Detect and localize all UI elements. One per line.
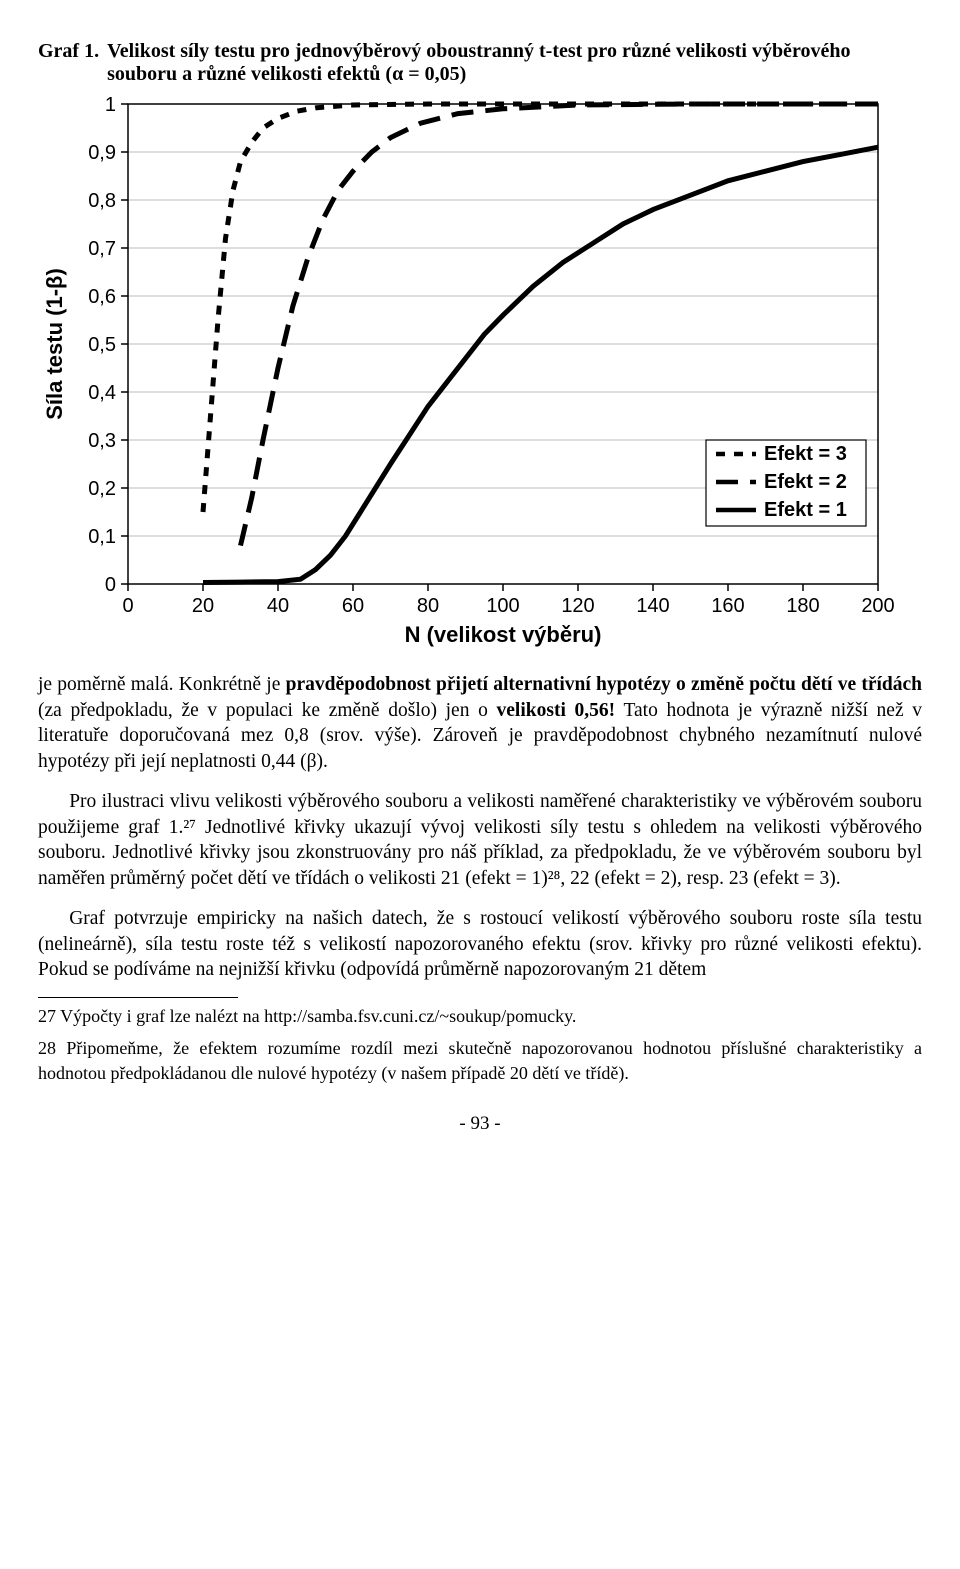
svg-text:80: 80 xyxy=(417,595,439,617)
paragraph-3: Graf potvrzuje empiricky na našich datec… xyxy=(38,906,922,983)
svg-text:0,6: 0,6 xyxy=(88,286,116,308)
footnote-separator xyxy=(38,997,238,998)
svg-text:Efekt = 3: Efekt = 3 xyxy=(764,443,847,465)
p1-b1: pravděpodobnost přijetí alternativní hyp… xyxy=(286,674,922,695)
svg-text:200: 200 xyxy=(861,595,894,617)
svg-text:40: 40 xyxy=(267,595,289,617)
svg-text:0,1: 0,1 xyxy=(88,526,116,548)
svg-text:160: 160 xyxy=(711,595,744,617)
svg-text:1: 1 xyxy=(105,94,116,116)
paragraph-2: Pro ilustraci vlivu velikosti výběrového… xyxy=(38,789,922,892)
footnote-27: 27 Výpočty i graf lze nalézt na http://s… xyxy=(38,1004,922,1028)
svg-text:0,7: 0,7 xyxy=(88,238,116,260)
svg-text:Efekt = 1: Efekt = 1 xyxy=(764,499,847,521)
svg-text:100: 100 xyxy=(486,595,519,617)
page-number: - 93 - xyxy=(38,1113,922,1135)
svg-text:0,9: 0,9 xyxy=(88,142,116,164)
p1-b2: velikosti 0,56! xyxy=(497,700,616,721)
svg-text:0,8: 0,8 xyxy=(88,190,116,212)
svg-text:0,3: 0,3 xyxy=(88,430,116,452)
svg-text:60: 60 xyxy=(342,595,364,617)
footnote-28: 28 Připomeňme, že efektem rozumíme rozdí… xyxy=(38,1036,922,1085)
paragraph-1: je poměrně malá. Konkrétně je pravděpodo… xyxy=(38,672,922,775)
power-chart: 0 20 40 60 80 100 120 140 160 180 200 0 0,1 0,2 0,3 0,4… xyxy=(38,94,898,654)
svg-text:0,4: 0,4 xyxy=(88,382,116,404)
svg-text:N (velikost výběru): N (velikost výběru) xyxy=(405,622,602,647)
figure-caption: Graf 1. Velikost síly testu pro jednovýb… xyxy=(38,40,922,86)
svg-text:0: 0 xyxy=(105,574,116,596)
svg-text:0,5: 0,5 xyxy=(88,334,116,356)
svg-text:0,2: 0,2 xyxy=(88,478,116,500)
svg-text:Síla testu (1-β): Síla testu (1-β) xyxy=(42,268,67,420)
svg-text:0: 0 xyxy=(122,595,133,617)
svg-text:20: 20 xyxy=(192,595,214,617)
svg-text:120: 120 xyxy=(561,595,594,617)
svg-text:Efekt = 2: Efekt = 2 xyxy=(764,471,847,493)
svg-text:140: 140 xyxy=(636,595,669,617)
figure-label: Graf 1. xyxy=(38,40,99,62)
p1-t1: je poměrně malá. Konkrétně je xyxy=(38,674,286,695)
p1-t2: (za předpokladu, že v populaci ke změně … xyxy=(38,700,497,721)
figure-title: Velikost síly testu pro jednovýběrový ob… xyxy=(107,40,850,85)
svg-text:180: 180 xyxy=(786,595,819,617)
